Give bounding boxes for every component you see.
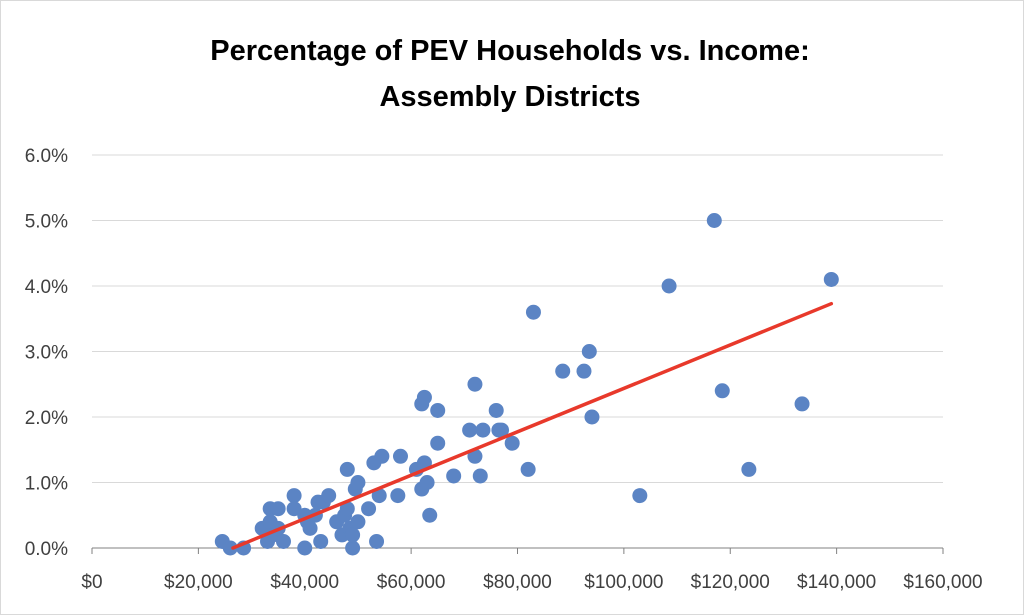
data-point	[430, 402, 446, 418]
data-point	[462, 422, 478, 438]
data-point	[576, 363, 592, 379]
data-point	[794, 396, 810, 412]
data-point	[581, 344, 597, 359]
data-point	[555, 363, 571, 379]
data-point	[297, 540, 313, 556]
data-point	[222, 540, 238, 556]
x-tick-label: $0	[81, 572, 102, 593]
data-point	[488, 402, 504, 418]
data-point	[494, 422, 510, 438]
data-point	[390, 488, 406, 504]
data-point	[345, 540, 361, 556]
data-point	[472, 468, 488, 484]
y-axis-ticks: 0.0% 1.0% 2.0% 3.0% 4.0% 5.0% 6.0%	[25, 146, 68, 560]
data-point	[504, 435, 520, 451]
data-point	[446, 468, 462, 484]
trendline	[231, 301, 834, 550]
data-point	[741, 461, 757, 477]
data-point	[714, 383, 730, 399]
x-tick-label: $20,000	[164, 572, 233, 593]
data-point	[361, 501, 377, 517]
data-point	[475, 422, 491, 438]
x-tick-label: $100,000	[584, 572, 663, 593]
data-point	[374, 448, 390, 464]
data-point	[321, 488, 337, 504]
data-point	[525, 304, 541, 320]
data-point	[339, 501, 355, 517]
chart-title: Percentage of PEV Households vs. Income:	[210, 35, 810, 67]
y-tick-label: 2.0%	[25, 408, 68, 429]
data-point	[371, 488, 387, 504]
data-point	[419, 475, 435, 490]
x-axis-ticks: $0 $20,000 $40,000 $60,000 $80,000 $100,000 $1…	[81, 548, 983, 593]
data-point	[632, 488, 648, 504]
data-point	[422, 507, 438, 523]
x-tick-label: $60,000	[377, 572, 446, 593]
x-tick-label: $40,000	[270, 572, 339, 593]
data-point	[302, 520, 318, 536]
data-point	[345, 527, 361, 543]
trendline-group	[231, 301, 834, 550]
data-points	[214, 213, 839, 556]
y-tick-label: 6.0%	[25, 146, 68, 167]
data-point	[339, 461, 355, 477]
x-tick-label: $140,000	[797, 572, 876, 593]
y-tick-label: 5.0%	[25, 212, 68, 233]
data-point	[350, 514, 366, 530]
data-point	[823, 271, 839, 287]
data-point	[392, 448, 408, 464]
data-point	[313, 533, 329, 549]
data-point	[350, 475, 366, 490]
data-point	[275, 533, 291, 549]
x-tick-label: $120,000	[691, 572, 770, 593]
y-tick-label: 3.0%	[25, 343, 68, 364]
data-point	[369, 533, 385, 549]
y-tick-label: 1.0%	[25, 474, 68, 495]
data-point	[270, 501, 286, 517]
y-tick-label: 0.0%	[25, 539, 68, 560]
data-point	[584, 409, 600, 425]
data-point	[467, 376, 483, 392]
gridlines	[92, 154, 943, 483]
data-point	[520, 461, 536, 477]
chart-subtitle: Assembly Districts	[379, 81, 640, 113]
x-tick-label: $160,000	[903, 572, 982, 593]
data-point	[416, 389, 432, 405]
data-point	[661, 278, 677, 294]
data-point	[706, 213, 722, 228]
data-point	[430, 435, 446, 451]
data-point	[286, 488, 302, 504]
y-tick-label: 4.0%	[25, 277, 68, 298]
x-tick-label: $80,000	[483, 572, 552, 593]
